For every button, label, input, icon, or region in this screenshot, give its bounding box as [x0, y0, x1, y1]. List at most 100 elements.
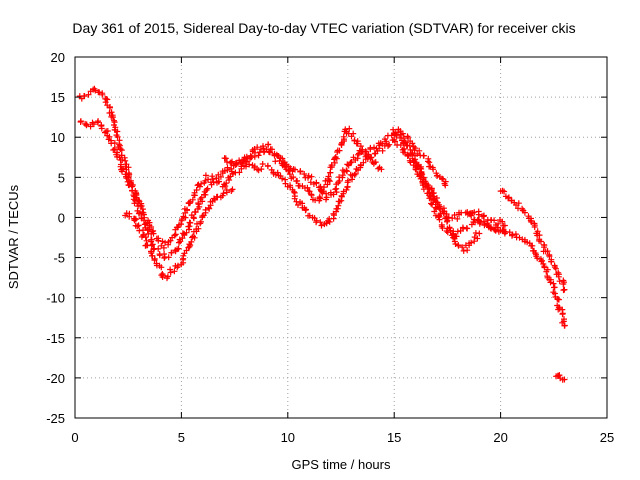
data-point [357, 143, 364, 150]
data-point [155, 237, 162, 244]
data-point [184, 206, 190, 213]
data-point [165, 254, 172, 261]
data-point [167, 266, 174, 273]
data-point [401, 139, 408, 145]
data-point [561, 376, 568, 383]
data-point [204, 185, 211, 192]
data-point [99, 91, 106, 98]
data-point [392, 138, 398, 145]
data-point [459, 244, 466, 251]
data-point [450, 234, 457, 241]
data-point [413, 166, 420, 173]
series-track-g [497, 187, 568, 294]
data-point [297, 168, 304, 175]
data-point [534, 232, 541, 239]
data-point [290, 188, 297, 195]
data-point [385, 143, 391, 149]
data-point [487, 225, 494, 231]
data-point [111, 140, 118, 146]
data-point [189, 196, 196, 203]
data-point [95, 118, 102, 125]
data-point [123, 175, 130, 182]
data-point [171, 232, 178, 239]
data-point [429, 201, 436, 208]
data-point [202, 206, 209, 213]
data-point [279, 155, 286, 162]
data-point [190, 214, 197, 221]
data-point [343, 167, 350, 174]
data-point [209, 176, 216, 183]
data-point [269, 146, 275, 153]
data-point [399, 130, 406, 137]
data-point [233, 161, 240, 167]
data-point [437, 205, 443, 211]
data-point [460, 247, 467, 254]
data-point [303, 206, 309, 213]
data-point [254, 144, 261, 151]
data-point [360, 159, 367, 166]
data-point [160, 272, 167, 279]
data-point [531, 224, 538, 230]
data-point [404, 153, 411, 159]
data-point [541, 264, 548, 271]
data-point [350, 130, 357, 137]
data-point [178, 221, 184, 228]
y-tick-label: -15 [46, 331, 65, 346]
x-tick-label: 0 [71, 430, 78, 445]
axis-ticks: 0 5 10 15 20 25 -25 -20 -15 -10 -5 0 5 10 15 20 [46, 50, 614, 445]
data-point [501, 188, 508, 195]
series-track-f [411, 158, 483, 254]
data-point [471, 209, 478, 216]
data-point [547, 279, 554, 286]
data-point [528, 219, 535, 225]
data-point [357, 162, 364, 169]
data-point [464, 225, 471, 232]
data-point [226, 177, 233, 183]
data-point [356, 147, 363, 154]
data-point [149, 241, 156, 248]
data-point [223, 189, 230, 196]
data-point [407, 159, 414, 166]
data-point [476, 230, 483, 237]
data-point [541, 242, 548, 249]
data-point [114, 133, 121, 140]
data-point [301, 171, 308, 177]
data-point [555, 273, 562, 280]
data-point [187, 219, 194, 226]
data-point [560, 281, 567, 287]
data-point [274, 169, 281, 176]
data-point [134, 223, 141, 230]
y-axis-label: SDTVAR / TECUs [6, 184, 21, 289]
plot-frame [74, 56, 608, 419]
data-point [347, 159, 354, 166]
data-point [305, 172, 312, 179]
data-point [174, 264, 181, 271]
data-point [285, 167, 292, 174]
data-point [118, 147, 125, 154]
data-point [259, 161, 266, 167]
data-point [258, 166, 265, 173]
data-point [454, 215, 461, 222]
data-point [491, 217, 498, 224]
data-point [409, 140, 416, 147]
y-tick-label: -25 [46, 411, 65, 426]
data-point [328, 164, 335, 170]
data-point [412, 145, 419, 152]
y-tick-label: 15 [51, 90, 65, 105]
data-point [198, 194, 205, 201]
data-point [90, 121, 97, 128]
data-point [171, 268, 178, 275]
data-point [509, 232, 515, 239]
data-point [556, 372, 563, 379]
data-point [176, 239, 182, 246]
data-point [431, 195, 438, 202]
data-point [223, 180, 230, 187]
data-point [515, 200, 522, 207]
data-point [444, 218, 450, 225]
data-point [148, 230, 155, 237]
data-point [431, 208, 438, 215]
x-tick-label: 15 [387, 430, 401, 445]
data-point [87, 123, 94, 130]
data-point [416, 147, 423, 154]
